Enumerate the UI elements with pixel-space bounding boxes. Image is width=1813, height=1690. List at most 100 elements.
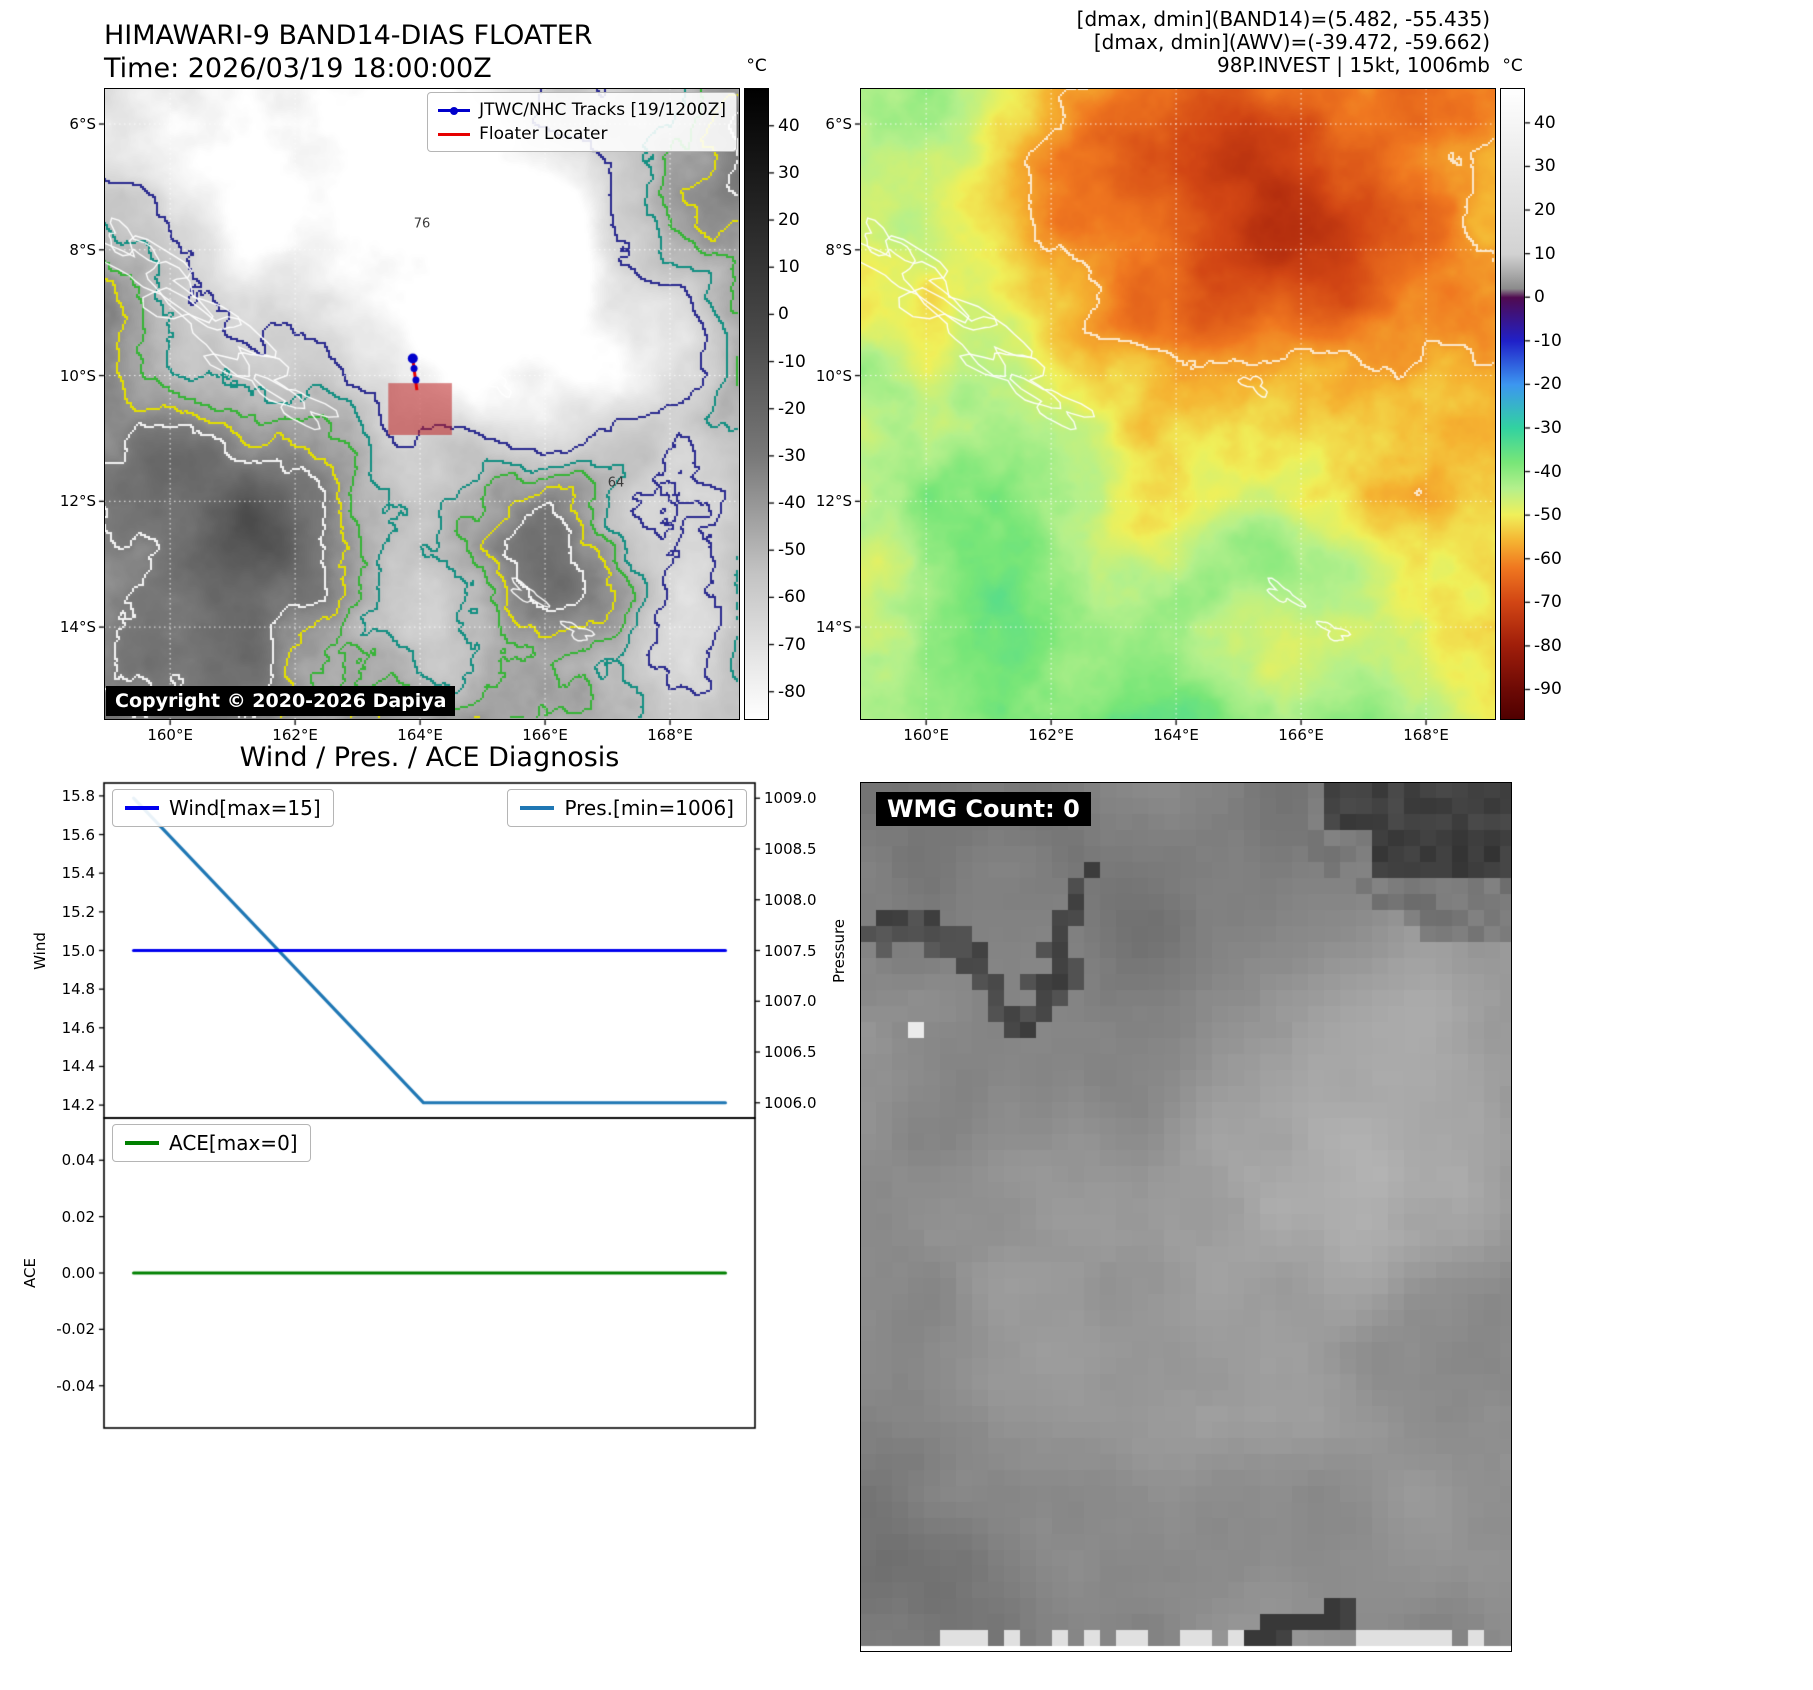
awv-lon-tick: 162°E [1028,726,1074,744]
pressure-tick-label: 1009.0 [764,789,817,808]
legend-tracks-label: JTWC/NHC Tracks [19/1200Z] [479,100,726,120]
wind-legend-line-icon [125,806,159,810]
wind-tick-label: 15.8 [61,786,95,805]
copyright-label: Copyright © 2020-2026 Dapiya [106,686,456,716]
band14-colorbar-tick: 40 [778,115,800,136]
band14-colorbar-tick: 0 [778,304,789,325]
band14-lat-tick: 8°S [69,240,96,259]
band14-lat-tick: 6°S [69,115,96,134]
band14-lon-tick: 164°E [397,726,443,744]
awv-lat-tick: 8°S [825,240,852,259]
awv-colorbar-tick: -70 [1534,592,1562,613]
wind-legend: Wind[max=15] [112,789,334,827]
ace-axis-label: ACE [21,1258,39,1288]
band14-title: HIMAWARI-9 BAND14-DIAS FLOATER [104,20,593,51]
stats-invest-info: 98P.INVEST | 15kt, 1006mb [1217,53,1490,77]
ace-legend: ACE[max=0] [112,1124,311,1162]
awv-colorbar-tick: 40 [1534,112,1556,133]
band14-colorbar-tick: -40 [778,493,806,514]
pressure-axis-label: Pressure [830,918,848,983]
band14-time-label: Time: 2026/03/19 18:00:00Z [104,53,492,84]
legend-floater-label: Floater Locater [479,124,608,144]
band14-colorbar-tick: -50 [778,540,806,561]
awv-colorbar-tick: -50 [1534,505,1562,526]
floater-line-icon [438,132,471,136]
awv-lon-tick: 168°E [1403,726,1449,744]
awv-lat-tick: 12°S [815,492,852,511]
band14-colorbar-tick: 10 [778,257,800,278]
awv-lat-tick: 14°S [815,618,852,637]
awv-colorbar-tick: 20 [1534,200,1556,221]
band14-lon-tick: 166°E [522,726,568,744]
awv-lon-tick: 160°E [903,726,949,744]
awv-colorbar [1500,88,1525,720]
wind-tick-label: 14.2 [61,1096,95,1115]
wind-axis-label: Wind [31,931,49,970]
awv-colorbar-tick: -40 [1534,461,1562,482]
wind-tick-label: 15.6 [61,825,95,844]
wind-tick-label: 15.2 [61,902,95,921]
band14-colorbar-tick: -10 [778,351,806,372]
awv-colorbar-tick: 30 [1534,156,1556,177]
band14-colorbar-tick: -70 [778,634,806,655]
band14-colorbar [744,88,769,720]
band14-lon-tick: 168°E [647,726,693,744]
wind-legend-label: Wind[max=15] [169,796,321,820]
band14-colorbar-tick: 20 [778,210,800,231]
awv-lat-tick: 6°S [825,115,852,134]
awv-colorbar-tick: -20 [1534,374,1562,395]
awv-colorbar-tick: -10 [1534,330,1562,351]
legend-row-tracks: JTWC/NHC Tracks [19/1200Z] [438,98,726,122]
pressure-tick-label: 1006.5 [764,1043,817,1061]
wind-tick-label: 14.8 [61,980,95,999]
awv-colorbar-tick: -60 [1534,548,1562,569]
track-line-icon [438,106,471,115]
band14-lat-tick: 14°S [59,618,96,637]
legend-row-floater: Floater Locater [438,122,726,146]
stats-header: [dmax, dmin](BAND14)=(5.482, -55.435) [d… [1077,8,1490,77]
contour-label: 76 [413,216,431,232]
band14-colorbar-tick: -80 [778,681,806,702]
awv-colorbar-tick: 10 [1534,243,1556,264]
pressure-tick-label: 1007.0 [764,992,817,1011]
awv-lon-tick: 166°E [1278,726,1324,744]
wind-tick-label: 15.0 [61,941,95,960]
stats-awv-range: [dmax, dmin](AWV)=(-39.472, -59.662) [1093,30,1490,54]
ace-tick-label: -0.04 [56,1376,95,1395]
ace-legend-label: ACE[max=0] [169,1131,298,1155]
wind-tick-label: 15.4 [61,864,95,883]
awv-colorbar-tick: -30 [1534,417,1562,438]
awv-colorbar-unit: °C [1502,56,1523,76]
awv-colorbar-tick: 0 [1534,287,1545,308]
awv-lat-tick: 10°S [815,366,852,385]
band14-lat-tick: 10°S [59,366,96,385]
band14-lon-tick: 160°E [147,726,193,744]
pressure-legend: Pres.[min=1006] [507,789,747,827]
contour-label: 64 [607,475,625,491]
band14-lat-tick: 12°S [59,492,96,511]
wind-tick-label: 14.6 [61,1018,95,1037]
ace-legend-line-icon [125,1141,159,1145]
ace-tick-label: 0.02 [61,1207,95,1226]
pressure-tick-label: 1008.0 [764,890,817,909]
awv-colorbar-tick: -90 [1534,679,1562,700]
pressure-legend-label: Pres.[min=1006] [564,796,734,820]
ace-tick-label: 0.04 [61,1151,95,1170]
pressure-legend-line-icon [520,806,555,810]
map-legend: JTWC/NHC Tracks [19/1200Z] Floater Locat… [427,92,737,152]
band14-lon-tick: 162°E [272,726,318,744]
wind-tick-label: 14.4 [61,1057,95,1076]
wmg-count-label: WMG Count: 0 [876,792,1091,826]
awv-colorbar-tick: -80 [1534,635,1562,656]
ace-tick-label: -0.02 [56,1320,95,1339]
band14-colorbar-tick: 30 [778,162,800,183]
pressure-tick-label: 1008.5 [764,839,817,858]
ace-tick-label: 0.00 [61,1264,95,1282]
pressure-tick-label: 1007.5 [764,941,817,960]
stats-band14-range: [dmax, dmin](BAND14)=(5.482, -55.435) [1076,7,1490,31]
band14-colorbar-tick: -20 [778,398,806,419]
band14-colorbar-tick: -30 [778,445,806,466]
band14-colorbar-tick: -60 [778,587,806,608]
awv-lon-tick: 164°E [1153,726,1199,744]
